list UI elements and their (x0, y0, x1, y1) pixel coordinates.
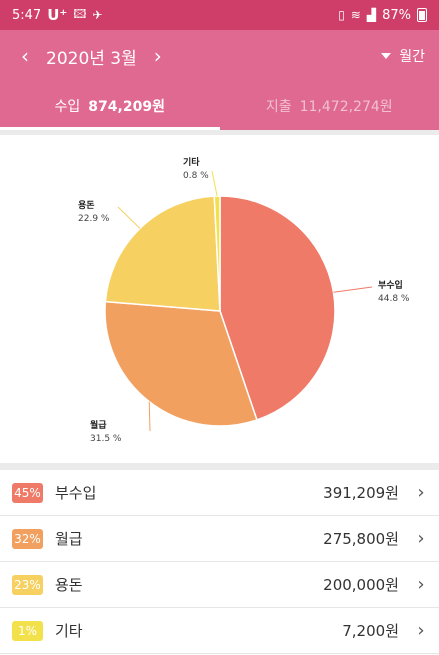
pie-chart: 부수입 44.8 % 월급 31.5 % 용돈 22.9 % 기타 0.8 % (78, 156, 410, 444)
chevron-right-icon: › (417, 574, 425, 595)
category-name: 기타 (55, 622, 83, 640)
tab-income-amount: 874,209원 (88, 99, 165, 115)
pie-slice[interactable] (219, 195, 336, 421)
list-item[interactable]: 23% 용돈 200,000원 › (0, 562, 439, 608)
category-name: 월급 (55, 530, 83, 548)
leader-line (148, 401, 151, 432)
slice-value-label: 22.9 % (78, 214, 110, 224)
header: ‹ 2020년 3월 › 월간 수입 874,209원 지출 11,472,27… (0, 30, 439, 130)
previous-month-button[interactable]: ‹ (21, 44, 29, 68)
chevron-right-icon: › (417, 528, 425, 549)
telegram-icon: ✈ (92, 8, 103, 22)
percent-badge: 45% (12, 482, 43, 503)
pie-slice[interactable] (104, 195, 221, 312)
category-list: 45% 부수입 391,209원 › 32% 월급 275,800원 › 23%… (0, 470, 439, 655)
leader-line (117, 206, 141, 229)
chevron-right-icon: › (417, 620, 425, 641)
next-month-button[interactable]: › (153, 44, 162, 68)
slice-value-label: 0.8 % (183, 171, 209, 181)
tab-income-label: 수입 (54, 99, 81, 115)
percent-badge: 23% (12, 574, 43, 595)
signal-icon: ▟ (366, 8, 377, 22)
category-amount: 7,200원 (342, 622, 399, 640)
list-item[interactable]: 32% 월급 275,800원 › (0, 516, 439, 562)
carrier-label: U⁺ (47, 6, 68, 24)
slice-label: 부수입 (378, 279, 403, 291)
tab-expense[interactable]: 지출 11,472,274원 (220, 82, 439, 130)
list-item[interactable]: 1% 기타 7,200원 › (0, 608, 439, 654)
month-navigation: ‹ 2020년 3월 › 월간 (0, 30, 439, 82)
slice-label: 월급 (90, 419, 107, 431)
slice-value-label: 44.8 % (378, 294, 410, 304)
slice-label: 기타 (183, 156, 200, 168)
tab-income[interactable]: 수입 874,209원 (0, 82, 220, 130)
category-amount: 200,000원 (323, 576, 399, 594)
category-amount: 391,209원 (323, 484, 399, 502)
percent-badge: 1% (12, 620, 43, 641)
status-time: 5:47 (12, 7, 42, 23)
status-bar: 5:47 U⁺ 🖾 ✈ ▯ ≋ ▟ 87% (0, 0, 439, 30)
percent-badge: 32% (12, 528, 43, 549)
tab-expense-amount: 11,472,274원 (299, 99, 393, 115)
chevron-right-icon: › (417, 482, 425, 503)
battery-percent: 87% (382, 7, 411, 23)
list-item[interactable]: 45% 부수입 391,209원 › (0, 470, 439, 516)
pie-chart-card: 부수입 44.8 % 월급 31.5 % 용돈 22.9 % 기타 0.8 % (0, 135, 439, 463)
tabs: 수입 874,209원 지출 11,472,274원 (0, 82, 439, 130)
category-amount: 275,800원 (323, 530, 399, 548)
battery-icon (417, 8, 427, 22)
caret-down-icon (381, 53, 392, 59)
month-title: 2020년 3월 (46, 48, 137, 69)
category-name: 용돈 (55, 576, 83, 594)
slice-value-label: 31.5 % (90, 434, 122, 444)
image-icon: 🖾 (73, 6, 87, 21)
vibrate-icon: ▯ (338, 8, 345, 22)
leader-line (211, 170, 218, 197)
period-selector[interactable]: 월간 (381, 46, 425, 66)
category-name: 부수입 (55, 484, 97, 502)
tab-expense-label: 지출 (265, 99, 292, 115)
leader-line (333, 286, 373, 293)
slice-label: 용돈 (78, 200, 95, 211)
wifi-icon: ≋ (350, 8, 361, 22)
period-label: 월간 (399, 49, 425, 65)
